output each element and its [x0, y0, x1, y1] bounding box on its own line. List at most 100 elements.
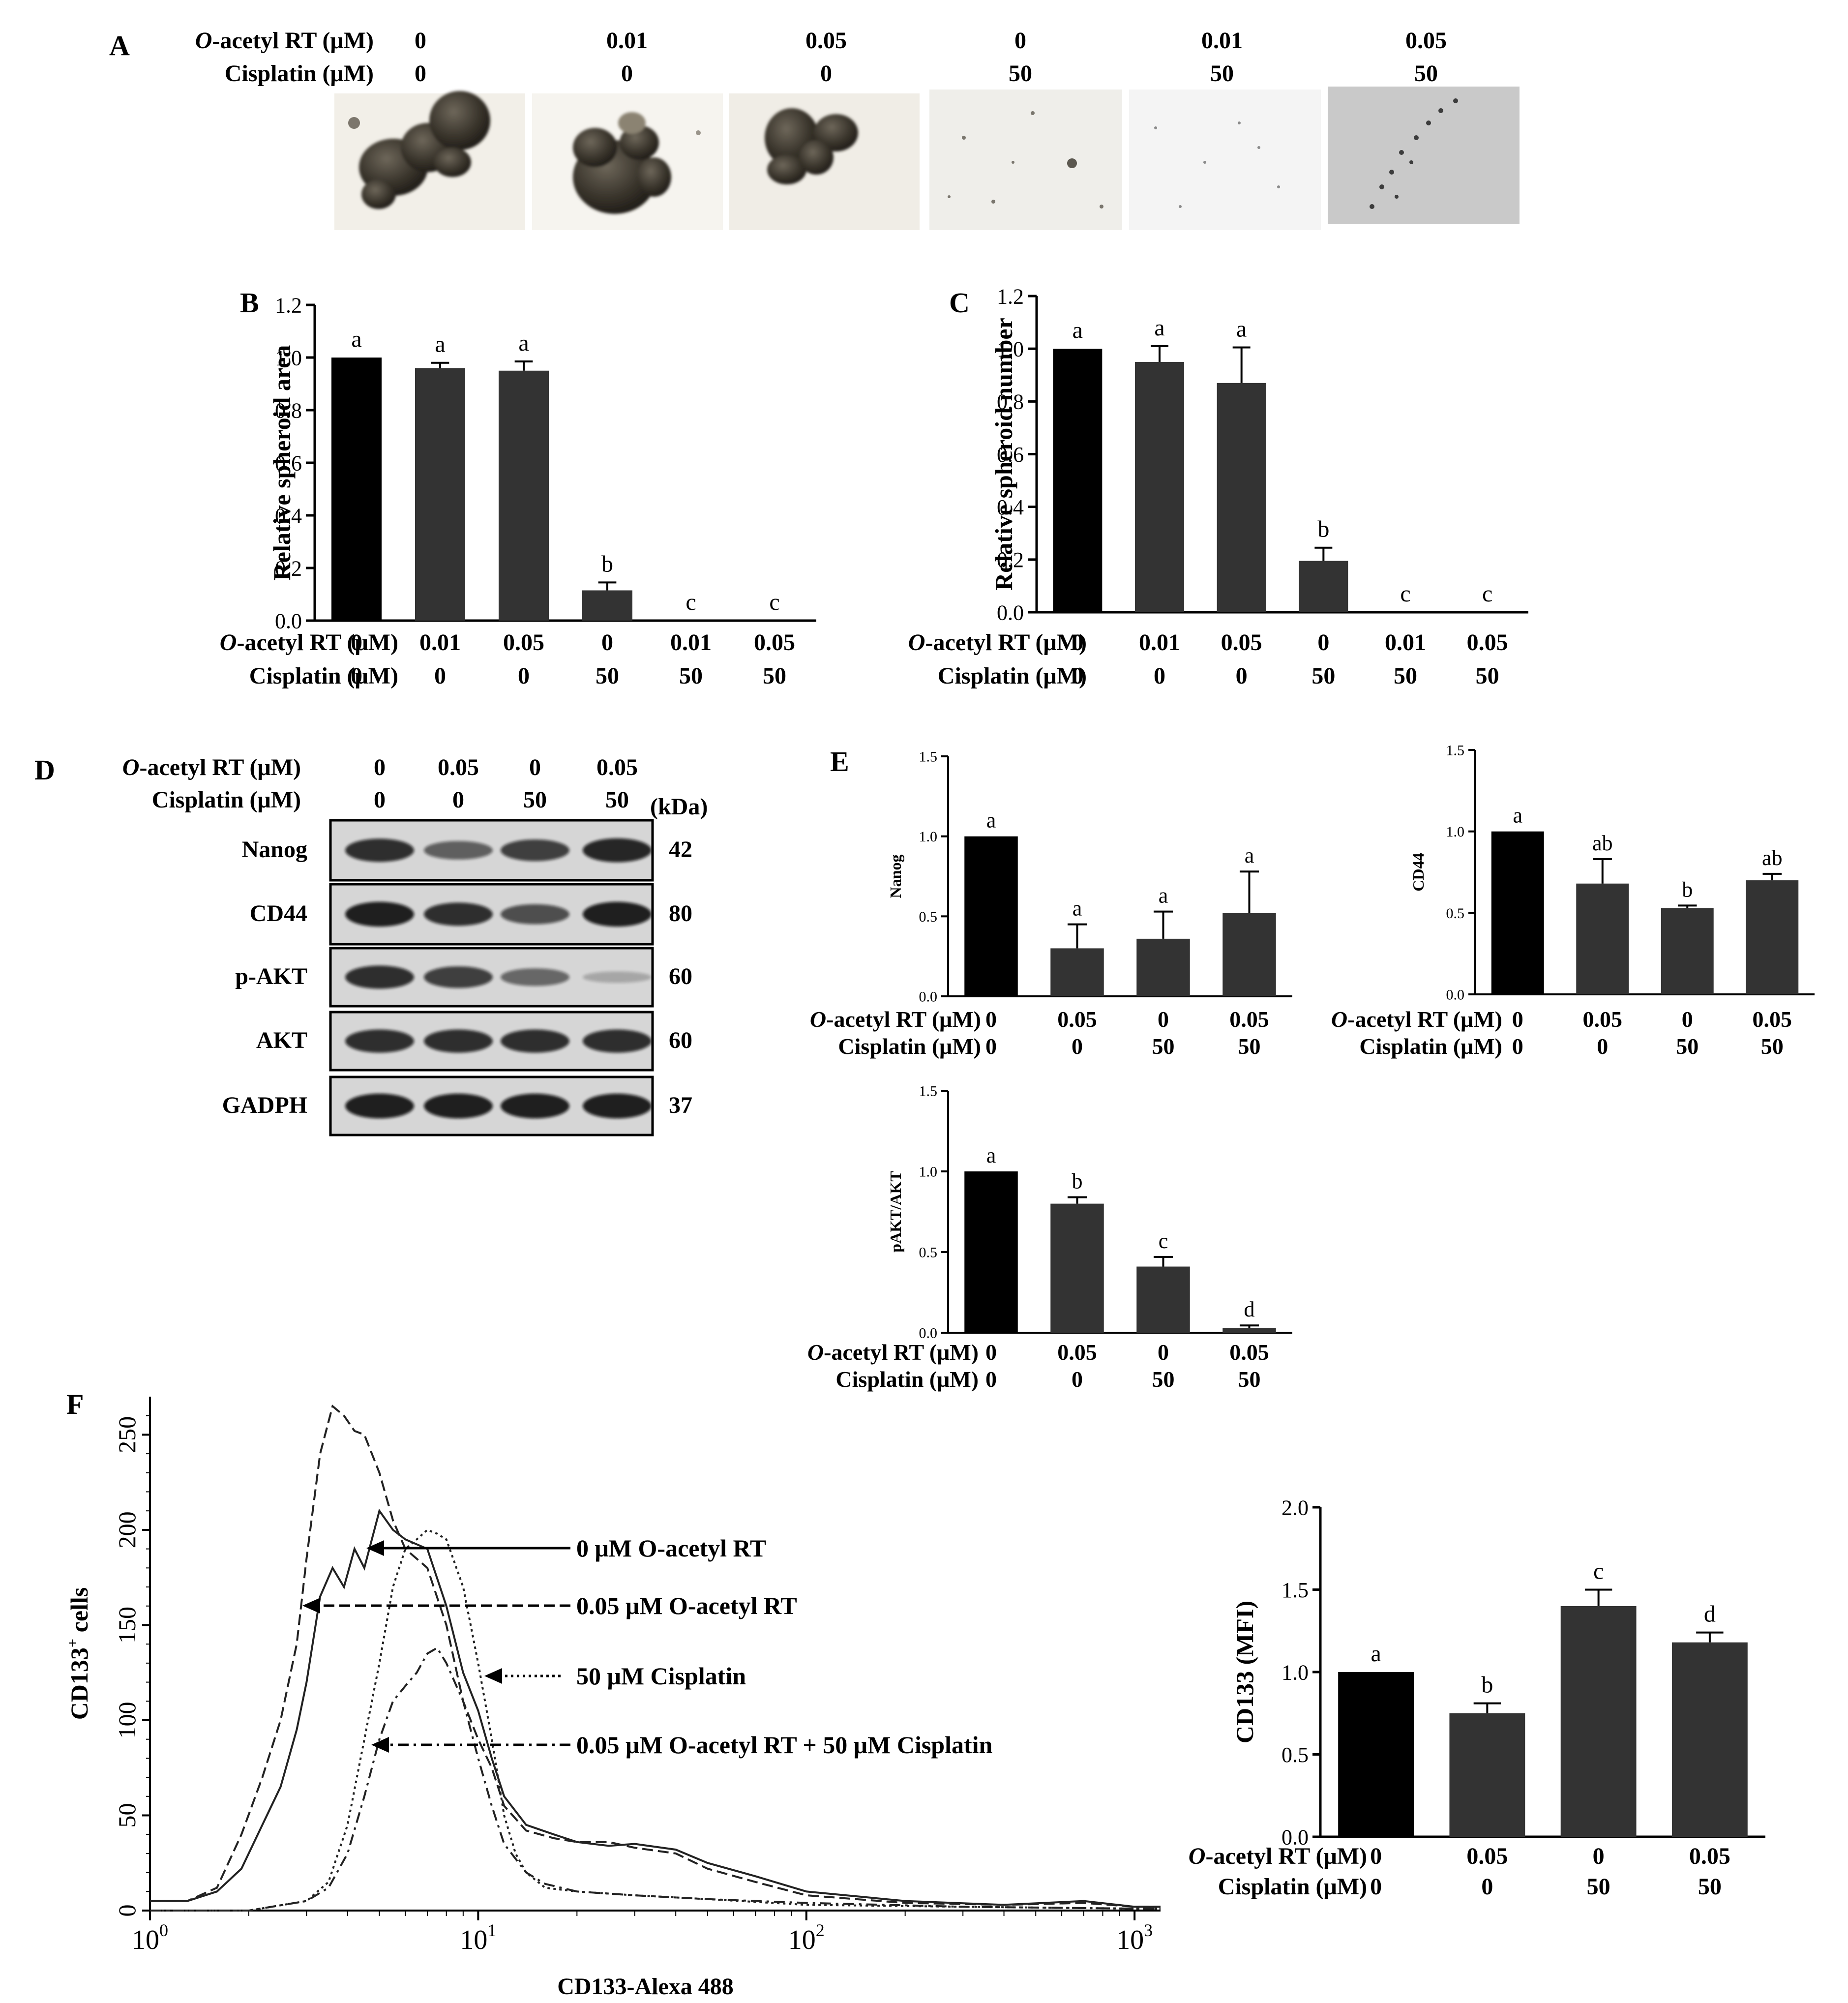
y-tick-label: 2.0 [1282, 1495, 1309, 1520]
treatment-label-o-acetyl: O-acetyl RT (μM) [810, 1007, 981, 1032]
x-category-o-acetyl: 0.05 [754, 629, 795, 656]
chart-relative-spheroid-area: 0.0 0.2 0.4 0.6 0.8 1.0 1.2 Relative spheroid a… [220, 293, 816, 689]
x-category-cisplatin: 50 [1587, 1874, 1610, 1900]
y-tick-label: 0.5 [1282, 1743, 1309, 1767]
series-line [150, 1646, 1161, 1912]
chart-pakt-akt: 0.00.51.01.5pAKT/AKTa00b0.050c050d0.0550… [807, 1083, 1292, 1392]
treatment-label-o-acetyl: O-acetyl RT (μM) [122, 754, 301, 780]
o-acetyl-value: 0.05 [596, 754, 638, 780]
bar [1222, 1328, 1276, 1333]
treatment-label: -acetyl RT (μM) [826, 1007, 981, 1032]
bar [1135, 361, 1184, 612]
x-category-o-acetyl: 0.05 [1467, 629, 1508, 656]
treatment-label-o-acetyl: O-acetyl RT (μM) [1331, 1007, 1502, 1032]
x-tick-base: 10 [132, 1925, 159, 1955]
y-tick-label: 1.2 [997, 284, 1024, 308]
x-category-cisplatin: 0 [1154, 663, 1165, 689]
chart-cd44: 0.00.51.01.5CD44a00ab0.050b050ab0.0550O-… [1331, 743, 1815, 1059]
x-category-cisplatin: 0 [1072, 1034, 1083, 1059]
blot-row: Nanog 42 [242, 819, 692, 882]
blot-row: p-AKT 60 [235, 947, 692, 1008]
y-tick-label: 0.0 [1446, 987, 1465, 1003]
bar [1576, 883, 1629, 994]
bar [1222, 913, 1276, 996]
x-category-o-acetyl: 0.05 [1057, 1007, 1097, 1032]
x-category-cisplatin: 0 [985, 1034, 997, 1059]
y-axis-label: CD133 (MFI) [1231, 1601, 1258, 1743]
blot-band [345, 901, 414, 927]
y-tick-label: 50 [113, 1803, 141, 1827]
blot-rows: Nanog 42 CD44 80 p-AKT 60 AKT 60 GADPH 37 [222, 819, 692, 1136]
cisplatin-value: 50 [605, 787, 629, 813]
treatment-label-o-acetyl: O-acetyl RT (μM) [195, 28, 374, 54]
x-category-o-acetyl: 0 [1317, 629, 1329, 656]
panel-d-values: 0 0.05 0 0.05 0 0 50 50 [374, 754, 638, 813]
blot-band [501, 968, 569, 986]
blot-band [424, 841, 493, 860]
x-category-cisplatin: 50 [1676, 1034, 1699, 1059]
cisplatin-value: 0 [415, 60, 426, 87]
bar [331, 358, 382, 621]
bar [1671, 1642, 1748, 1837]
y-tick-label: 0.0 [1282, 1825, 1309, 1849]
cisplatin-value: 0 [820, 60, 832, 87]
x-category-o-acetyl: 0.05 [503, 629, 544, 656]
significance-letter: a [435, 331, 445, 358]
x-category-o-acetyl: 0 [1370, 1843, 1382, 1869]
cisplatin-value: 50 [1414, 60, 1438, 87]
treatment-label-cisplatin: Cisplatin (μM) [249, 663, 398, 689]
treatment-label: -acetyl RT (μM) [824, 1340, 979, 1365]
x-category-cisplatin: 0 [1072, 1367, 1083, 1392]
x-category-o-acetyl: 0 [1682, 1007, 1693, 1032]
o-acetyl-value: 0.01 [1201, 28, 1243, 54]
x-category-o-acetyl: 0 [1158, 1007, 1169, 1032]
blot-band [345, 965, 414, 989]
o-acetyl-value: 0 [374, 754, 386, 780]
y-tick-label: 200 [113, 1511, 141, 1548]
treatment-label-cisplatin: Cisplatin (μM) [1218, 1874, 1367, 1900]
blot-row: CD44 80 [250, 883, 692, 946]
y-tick-label: 100 [113, 1702, 141, 1738]
x-category-o-acetyl: 0.01 [1139, 629, 1180, 656]
significance-letter: a [1073, 317, 1083, 343]
x-tick-base: 10 [788, 1925, 816, 1955]
significance-letter: a [1513, 804, 1522, 828]
x-axis-label: CD133-Alexa 488 [557, 1973, 734, 2000]
x-category-cisplatin: 50 [1152, 1367, 1175, 1392]
o-acetyl-value: 0.05 [1405, 28, 1447, 54]
x-category-cisplatin: 50 [679, 663, 703, 689]
y-tick-label: 1.5 [1282, 1578, 1309, 1602]
x-category-o-acetyl: 0.05 [1057, 1340, 1097, 1365]
x-category-o-acetyl: 0.05 [1221, 629, 1262, 656]
y-tick-label: 0.8 [997, 390, 1024, 414]
significance-letter: b [1682, 877, 1693, 901]
y-axis-label: CD133+ cells [63, 1587, 93, 1720]
cisplatin-value: 0 [374, 787, 386, 813]
kda-label: 60 [669, 963, 692, 989]
y-tick-label: 1.5 [919, 749, 938, 765]
treatment-label-cisplatin: Cisplatin (μM) [152, 787, 301, 813]
x-category-o-acetyl: 0 [1593, 1843, 1605, 1869]
x-category-o-acetyl: 0.05 [1229, 1340, 1269, 1365]
y-tick-label: 0.0 [275, 609, 302, 633]
x-category-o-acetyl: 0.05 [1753, 1007, 1792, 1032]
x-category-o-acetyl: 0 [351, 629, 362, 656]
x-category-o-acetyl: 0 [985, 1007, 997, 1032]
significance-letter: d [1704, 1601, 1716, 1627]
treatment-prefix: O [220, 629, 237, 656]
blot-band [501, 839, 569, 861]
x-category-o-acetyl: 0.05 [1229, 1007, 1269, 1032]
bar [1560, 1606, 1637, 1837]
x-tick-base: 10 [1116, 1925, 1144, 1955]
o-acetyl-value: 0 [529, 754, 541, 780]
significance-letter: a [986, 808, 996, 833]
y-axis-label-suffix: cells [65, 1587, 93, 1639]
panel-a-values: 0 0.01 0.05 0 0.01 0.05 0 0 0 50 50 50 [415, 28, 1447, 87]
treatment-label: -acetyl RT (μM) [1347, 1007, 1502, 1032]
treatment-prefix: O [1331, 1007, 1347, 1032]
x-category-cisplatin: 50 [1698, 1874, 1722, 1900]
x-category-cisplatin: 0 [1072, 663, 1083, 689]
x-category-cisplatin: 50 [1394, 663, 1417, 689]
treatment-label-o-acetyl: O-acetyl RT (μM) [908, 629, 1087, 656]
